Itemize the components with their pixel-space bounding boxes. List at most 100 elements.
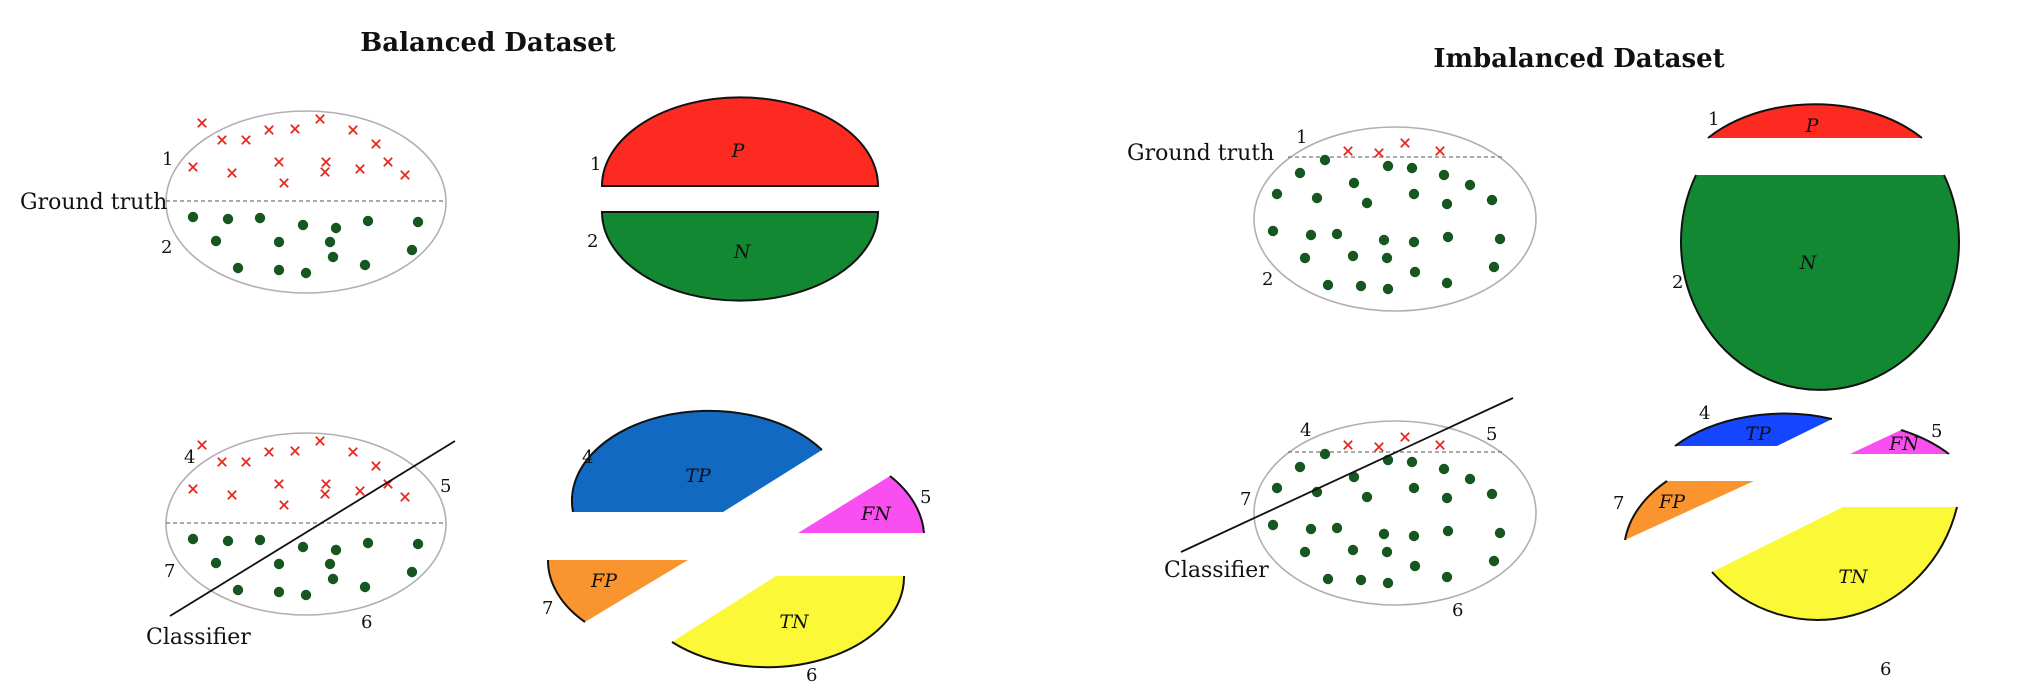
negative-sample-marker: [1408, 530, 1420, 542]
imbalanced-title: Imbalanced Dataset: [1433, 44, 1724, 74]
region-tn: TN: [779, 611, 810, 633]
balanced-tp-region: [571, 410, 822, 512]
negative-sample-marker: [1299, 252, 1311, 264]
negative-sample-marker: [273, 236, 285, 248]
negative-sample-marker: [1382, 160, 1394, 172]
positive-sample-marker: [320, 489, 330, 499]
label-7: 7: [1613, 493, 1624, 514]
positive-sample-marker: [400, 492, 410, 502]
positive-sample-marker: [274, 479, 284, 489]
imbalanced-tn-region: [1712, 507, 1957, 620]
negative-sample-marker: [1347, 250, 1359, 262]
negative-sample-marker: [210, 235, 222, 247]
balanced-negative-region: [600, 211, 880, 302]
negative-sample-marker: [1299, 546, 1311, 558]
negative-sample-marker: [1442, 231, 1454, 243]
negative-sample-marker: [1494, 233, 1506, 245]
negative-sample-marker: [1361, 197, 1373, 209]
negative-sample-marker: [254, 534, 266, 546]
negative-sample-marker: [1348, 177, 1360, 189]
negative-sample-marker: [1311, 192, 1323, 204]
positive-sample-marker: [400, 170, 410, 180]
negative-sample-marker: [1305, 523, 1317, 535]
label-4: 4: [1300, 420, 1311, 441]
negative-sample-marker: [1331, 522, 1343, 534]
positive-samples: [1343, 432, 1445, 452]
imbalanced-ground-truth-ellipse: [1253, 126, 1537, 312]
negative-sample-marker: [1438, 169, 1450, 181]
balanced-fp-region: [547, 560, 688, 622]
negative-sample-marker: [1406, 456, 1418, 468]
positive-sample-marker: [1343, 440, 1353, 450]
positive-sample-marker: [1374, 148, 1384, 158]
negative-sample-marker: [254, 212, 266, 224]
positive-samples: [188, 114, 410, 188]
imbalanced-classifier-label: Classifier: [1164, 558, 1269, 583]
positive-sample-marker: [371, 139, 381, 149]
negative-sample-marker: [1408, 236, 1420, 248]
negative-sample-marker: [1441, 198, 1453, 210]
p-outline: [1707, 103, 1923, 139]
negative-sample-marker: [1271, 482, 1283, 494]
balanced-fn-region: [798, 476, 924, 533]
negative-sample-marker: [330, 222, 342, 234]
imbalanced-classifier-ellipse: [1180, 397, 1537, 606]
imbalanced-fp-region: [1625, 481, 1754, 540]
negative-sample-marker: [222, 535, 234, 547]
positive-sample-marker: [1400, 138, 1410, 148]
balanced-panel: Balanced Dataset Ground truth 1 2 P N 1 …: [20, 28, 931, 686]
negative-sample-marker: [1319, 154, 1331, 166]
label-2: 2: [1262, 269, 1273, 290]
negative-sample-marker: [273, 264, 285, 276]
positive-sample-marker: [1400, 432, 1410, 442]
dataset-ellipse: [165, 432, 447, 616]
negative-sample-marker: [300, 589, 312, 601]
positive-sample-marker: [1435, 440, 1445, 450]
negative-sample-marker: [1378, 528, 1390, 540]
positive-sample-marker: [274, 157, 284, 167]
negative-sample-marker: [362, 215, 374, 227]
positive-sample-marker: [197, 440, 207, 450]
label-1: 1: [590, 154, 601, 175]
classifier-line: [169, 440, 456, 617]
positive-sample-marker: [1435, 146, 1445, 156]
negative-sample-marker: [1438, 463, 1450, 475]
negative-sample-marker: [1355, 280, 1367, 292]
negative-sample-marker: [1406, 162, 1418, 174]
fp-outline: [546, 559, 586, 623]
imbalanced-positive-region: [1708, 104, 1922, 138]
negative-sample-marker: [232, 262, 244, 274]
negative-samples: [1267, 448, 1506, 589]
negative-sample-marker: [330, 544, 342, 556]
region-fn: FN: [1888, 433, 1920, 455]
negative-sample-marker: [1441, 571, 1453, 583]
positive-sample-marker: [188, 484, 198, 494]
label-6: 6: [1880, 659, 1891, 680]
label-5: 5: [1486, 424, 1497, 445]
tn-outline: [671, 575, 906, 669]
positive-sample-marker: [227, 168, 237, 178]
negative-sample-marker: [273, 558, 285, 570]
region-fp: FP: [590, 570, 618, 592]
region-p: P: [731, 140, 746, 162]
negative-sample-marker: [273, 586, 285, 598]
n-outline: [1680, 174, 1960, 391]
region-n: N: [1799, 252, 1818, 274]
positive-sample-marker: [279, 500, 289, 510]
positive-sample-marker: [264, 447, 274, 457]
label-4: 4: [1699, 403, 1710, 424]
positive-sample-marker: [371, 461, 381, 471]
negative-sample-marker: [406, 566, 418, 578]
imbalanced-panel: Imbalanced Dataset Ground truth 1 2 P N …: [1127, 44, 1960, 680]
balanced-classifier-label: Classifier: [146, 625, 251, 650]
negative-sample-marker: [1381, 546, 1393, 558]
negative-sample-marker: [1319, 448, 1331, 460]
positive-samples: [188, 436, 410, 510]
classifier-line: [1180, 397, 1514, 553]
label-6: 6: [806, 665, 817, 686]
label-6: 6: [361, 612, 372, 633]
positive-sample-marker: [348, 447, 358, 457]
negative-sample-marker: [187, 533, 199, 545]
positive-sample-marker: [355, 486, 365, 496]
